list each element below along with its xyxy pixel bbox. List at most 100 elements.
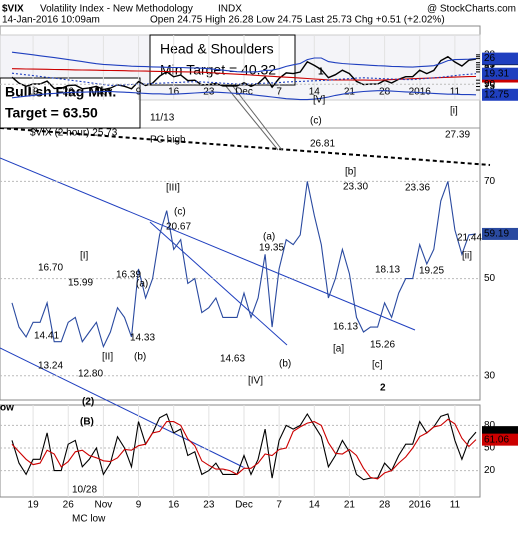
- callout-pointer: [224, 84, 279, 151]
- y-tick-label: 50: [484, 443, 496, 454]
- callout-pointer: [231, 84, 283, 151]
- callout-text: Target = 63.50: [5, 105, 98, 121]
- series-line: [11, 51, 477, 73]
- last-value-label: 59.19: [484, 229, 509, 240]
- y-tick-label: 70: [484, 176, 496, 187]
- y-tick-label: 90: [484, 79, 496, 90]
- annotation: (a): [136, 279, 148, 290]
- annotation: [I]: [80, 251, 89, 262]
- x-tick-label: 16: [168, 500, 180, 511]
- annotation: (b): [279, 359, 291, 370]
- quote: Open 24.75 High 26.28 Low 24.75 Last 25.…: [150, 15, 445, 26]
- annotation: 11/13: [150, 113, 175, 124]
- last-value-label: 71.01: [484, 427, 509, 438]
- series-line: [11, 412, 477, 481]
- annotation: 1: [318, 67, 324, 78]
- last-value-box: [482, 227, 518, 240]
- annotation: (a): [263, 232, 275, 243]
- series-line: [11, 181, 477, 349]
- annotation: 19.25: [419, 266, 444, 277]
- annotation: 12.80: [78, 369, 103, 380]
- last-value-box: [482, 433, 518, 446]
- annotation: 15.26: [370, 340, 395, 351]
- y-tick-label: 30: [484, 370, 496, 381]
- last-value-label: 61.06: [484, 434, 509, 445]
- x-tick-label: 14: [309, 87, 321, 98]
- y-tick-label: 20: [484, 465, 496, 476]
- x-tick-label: 9: [136, 87, 142, 98]
- annotation: (b): [134, 352, 146, 363]
- annotation: 2: [380, 383, 386, 394]
- annotation: 21.44: [457, 233, 482, 244]
- callout-text: Head & Shoulders: [160, 41, 274, 57]
- x-tick-label: 23: [203, 500, 215, 511]
- annotation: [i]: [450, 106, 458, 117]
- x-tick-label: Dec: [235, 500, 253, 511]
- x-tick-label: Nov: [94, 87, 112, 98]
- annotation: 14.63: [220, 354, 245, 365]
- x-tick-label: 21: [344, 500, 356, 511]
- callout-box: [0, 77, 141, 129]
- annotation: 14.41: [34, 331, 59, 342]
- trendline: [0, 127, 491, 166]
- annotation: [II]: [102, 352, 113, 363]
- annotation: 16.39: [116, 270, 141, 281]
- annotation: 18.13: [375, 265, 400, 276]
- y-tick-label: 22: [484, 62, 496, 73]
- last-value-box: [482, 52, 518, 65]
- x-tick-label: Dec: [235, 87, 253, 98]
- annotation: 19.35: [259, 243, 284, 254]
- annotation: [ii]: [462, 251, 472, 262]
- x-tick-label: 26: [63, 500, 75, 511]
- annotation: 20.67: [166, 222, 191, 233]
- annotation: 15.99: [68, 278, 93, 289]
- x-tick-label: Nov: [94, 500, 112, 511]
- annotation: [V]: [313, 95, 325, 106]
- last-value-box: [482, 88, 518, 101]
- annotation: [c]: [372, 360, 383, 371]
- annotation: $VIX (2 hour) 25.73: [30, 128, 118, 139]
- annotation: 23.30: [343, 182, 368, 193]
- annotation: (c): [310, 116, 322, 127]
- date: 14-Jan-2016 10:09am: [2, 15, 100, 26]
- y-tick-label: 50: [484, 273, 496, 284]
- annotation: 16.70: [38, 263, 63, 274]
- annotation: ow: [0, 403, 14, 414]
- annotation: 10/28: [72, 485, 97, 496]
- annotation: 14.33: [130, 333, 155, 344]
- x-tick-label: 19: [28, 87, 40, 98]
- last-value-label: 26: [484, 53, 496, 64]
- x-tick-label: 16: [168, 87, 180, 98]
- trendline: [0, 157, 416, 331]
- annotation: 26.81: [310, 139, 335, 150]
- stoch-panel: [0, 404, 481, 498]
- series-line: [11, 68, 477, 81]
- last-value-label: 19.31: [484, 68, 509, 79]
- annotation: MC low: [72, 514, 106, 525]
- x-tick-label: 14: [309, 500, 321, 511]
- annotation: [b]: [345, 167, 356, 178]
- annotation: [IV]: [248, 376, 263, 387]
- annotation: (2): [82, 397, 94, 408]
- name: Volatility Index - New Methodology: [40, 4, 193, 15]
- annotation: PC high: [150, 135, 186, 146]
- annotation: [III]: [166, 183, 180, 194]
- y-tick-label: 15: [484, 81, 496, 92]
- annotation: [a]: [333, 344, 344, 355]
- last-value-label: 12.75: [484, 89, 509, 100]
- watermark: @ StockCharts.com: [427, 4, 516, 15]
- symbol: $VIX: [2, 4, 24, 15]
- y-tick-label: 16: [484, 78, 496, 89]
- annotation: 23.36: [405, 183, 430, 194]
- exchange: INDX: [218, 4, 242, 15]
- x-tick-label: 11: [450, 87, 461, 98]
- annotation: (B): [80, 417, 94, 428]
- x-tick-label: 9: [136, 500, 142, 511]
- x-tick-label: 2016: [409, 500, 432, 511]
- series-line: [11, 418, 477, 480]
- annotation: 16.13: [333, 322, 358, 333]
- x-tick-label: 28: [379, 500, 391, 511]
- x-tick-label: 11: [450, 500, 461, 511]
- x-tick-label: 19: [28, 500, 40, 511]
